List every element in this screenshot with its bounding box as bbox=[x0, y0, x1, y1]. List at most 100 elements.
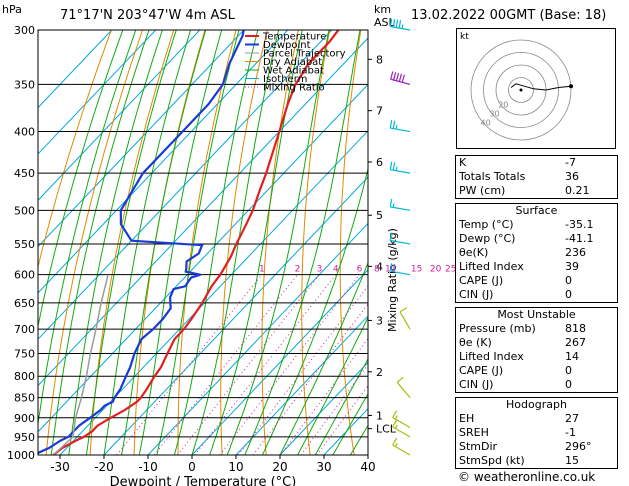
wind-barb-flag bbox=[392, 203, 395, 208]
wind-barb bbox=[392, 419, 411, 438]
wind-barb-flag bbox=[389, 263, 393, 272]
x-tick-label: 40 bbox=[360, 460, 375, 474]
wind-barb-flag bbox=[392, 120, 396, 129]
hodograph-center bbox=[519, 88, 523, 92]
wind-barbs bbox=[389, 18, 411, 456]
dry-adiabat-line bbox=[38, 30, 112, 269]
wind-barb-flag bbox=[395, 72, 400, 81]
isotherm-line bbox=[235, 315, 368, 455]
surface-row: Temp (°C) -35.1 bbox=[456, 218, 617, 232]
hodograph-ring-label: 40 bbox=[481, 118, 491, 127]
surface-value: -35.1 bbox=[565, 218, 594, 231]
surface-table: Surface Temp (°C) -35.1 Dewp (°C) -41.1 θe(K… bbox=[455, 203, 618, 303]
dry-adiabat-line bbox=[261, 30, 299, 455]
wind-barb-flag bbox=[390, 71, 394, 80]
most-unstable-label: Lifted Index bbox=[459, 350, 524, 363]
wind-barb bbox=[399, 307, 411, 330]
x-tick-label: 0 bbox=[188, 460, 196, 474]
hodograph-frame bbox=[456, 28, 616, 149]
hodograph-ring bbox=[508, 77, 534, 103]
surface-title: Surface bbox=[515, 204, 558, 217]
wet-adiabat-line bbox=[261, 166, 368, 455]
wind-barb-flag bbox=[392, 72, 397, 81]
isotherm-line bbox=[38, 30, 245, 248]
mixing-ratio-line bbox=[177, 274, 320, 455]
mixing-ratio-line bbox=[219, 274, 360, 455]
wind-barb-flag bbox=[395, 166, 398, 171]
pressure-tick-label: 750 bbox=[14, 347, 35, 360]
km-tick-label: 2 bbox=[376, 366, 383, 379]
most-unstable-row: CAPE (J) 0 bbox=[456, 364, 617, 378]
wind-barb-flag bbox=[389, 198, 393, 207]
mixing-ratio-label: 3 bbox=[317, 265, 323, 275]
pressure-tick-label: 500 bbox=[14, 204, 35, 217]
wind-barb-flag bbox=[389, 161, 393, 170]
surface-label: CIN (J) bbox=[459, 288, 494, 301]
surface-label: Dewp (°C) bbox=[459, 232, 516, 245]
surface-row: Dewp (°C) -41.1 bbox=[456, 232, 617, 246]
most-unstable-row: CIN (J) 0 bbox=[456, 378, 617, 392]
x-tick-label: -30 bbox=[50, 460, 70, 474]
wind-barb-flag bbox=[389, 232, 393, 241]
surface-label: CAPE (J) bbox=[459, 274, 504, 287]
mixing-ratio-line bbox=[252, 303, 368, 455]
x-tick-label: -10 bbox=[138, 460, 158, 474]
mixing-ratio-label: 1 bbox=[259, 265, 265, 275]
index-row: PW (cm) 0.21 bbox=[456, 184, 617, 198]
wind-barb bbox=[392, 410, 411, 428]
hodograph-point bbox=[569, 84, 573, 89]
isotherm-line bbox=[279, 361, 368, 455]
hodograph-stat-label: EH bbox=[459, 412, 475, 425]
surface-value: 0 bbox=[565, 288, 572, 301]
pressure-tick-label: 1000 bbox=[7, 449, 35, 462]
pressure-unit: hPa bbox=[2, 3, 22, 16]
hodograph-stat-value: 15 bbox=[565, 454, 579, 467]
mixing-ratio-label: 15 bbox=[411, 265, 422, 275]
wind-barb-flag bbox=[399, 307, 408, 313]
wind-barb-flag bbox=[389, 120, 393, 129]
most-unstable-row: Lifted Index 14 bbox=[456, 350, 617, 364]
location-title: 71°17'N 203°47'W 4m ASL bbox=[60, 8, 235, 23]
temperature-line bbox=[52, 30, 340, 455]
surface-row: CIN (J) 0 bbox=[456, 288, 617, 302]
wet-adiabat-line bbox=[314, 357, 368, 455]
most-unstable-value: 14 bbox=[565, 350, 579, 363]
pressure-tick-label: 950 bbox=[14, 431, 35, 444]
wet-adiabat-line bbox=[297, 316, 368, 455]
hodograph-table: Hodograph EH 27 SREH -1 StmDir 296° StmSpd (kt… bbox=[455, 397, 618, 469]
dry-adiabat-line bbox=[414, 30, 443, 455]
hodograph-stat-value: 27 bbox=[565, 412, 579, 425]
most-unstable-value: 0 bbox=[565, 378, 572, 391]
plot-frame bbox=[37, 29, 369, 456]
wind-barb-flag bbox=[395, 19, 399, 28]
surface-value: -41.1 bbox=[565, 232, 594, 245]
most-unstable-label: θe (K) bbox=[459, 336, 492, 349]
hodograph-unit: kt bbox=[460, 32, 469, 42]
legend-label: Wet Adiabat bbox=[263, 66, 324, 77]
wind-barb bbox=[392, 437, 411, 456]
wind-barb bbox=[389, 232, 411, 245]
credit-link[interactable]: © weatheronline.co.uk bbox=[458, 470, 596, 484]
surface-label: θe(K) bbox=[459, 246, 489, 259]
wind-barb bbox=[390, 71, 411, 85]
index-value: 0.21 bbox=[565, 184, 590, 197]
mixing-ratio-line bbox=[153, 274, 298, 455]
x-tick-label: -20 bbox=[94, 460, 114, 474]
pressure-tick-label: 300 bbox=[14, 24, 35, 37]
wind-barb-flag bbox=[394, 415, 398, 420]
wind-barb bbox=[389, 263, 411, 276]
legend-label: Dry Adiabat bbox=[263, 57, 322, 68]
km-tick-label: 8 bbox=[376, 53, 383, 66]
most-unstable-label: CAPE (J) bbox=[459, 364, 504, 377]
wind-barb-flag bbox=[398, 73, 403, 82]
wind-barb-flag bbox=[389, 18, 393, 27]
wind-barb bbox=[389, 120, 411, 133]
surface-value: 39 bbox=[565, 260, 579, 273]
hodograph-stat-label: StmDir bbox=[459, 440, 498, 453]
pressure-tick-label: 850 bbox=[14, 392, 35, 405]
index-label: Totals Totals bbox=[459, 170, 526, 183]
km-tick-label: 5 bbox=[376, 209, 383, 222]
mixing-ratio-line bbox=[237, 285, 368, 455]
